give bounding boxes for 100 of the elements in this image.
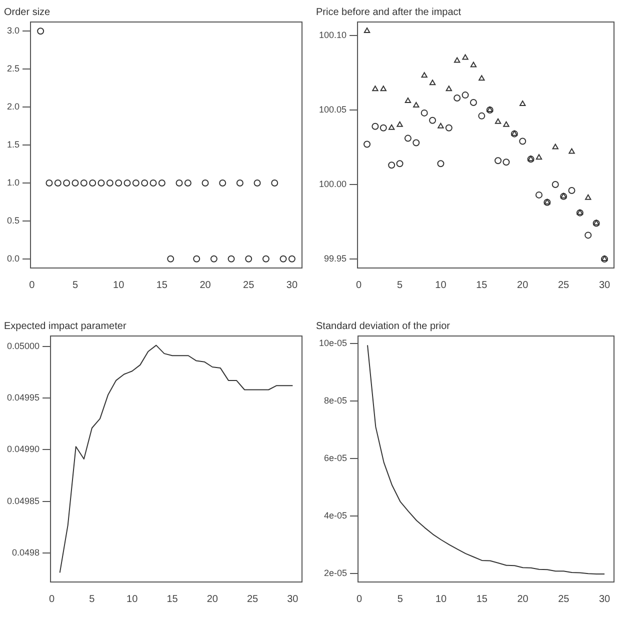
point	[364, 27, 370, 33]
x-tick-label: 0	[49, 594, 56, 605]
y-tick-label: 4e-05	[324, 510, 348, 520]
y-tick-label: 0.0498	[12, 548, 40, 558]
x-tick-label: 20	[517, 594, 529, 605]
point	[388, 162, 396, 169]
y-tick-label: 0.0	[6, 253, 20, 264]
y-tick-label: 10e-05	[318, 338, 348, 348]
x-tick-label: 0	[356, 594, 363, 605]
y-tick-label: 1.5	[6, 139, 20, 150]
point	[552, 144, 558, 150]
point	[193, 255, 200, 262]
point	[429, 116, 436, 124]
point	[462, 54, 468, 60]
point	[176, 179, 183, 186]
point	[478, 75, 485, 81]
y-tick-label: 2e-05	[324, 568, 348, 578]
x-tick-label: 10	[113, 280, 125, 291]
y-tick-label: 0.05000	[6, 340, 40, 351]
point	[404, 134, 412, 142]
point	[585, 194, 592, 200]
x-tick-label: 10	[435, 280, 447, 291]
point	[167, 255, 174, 262]
chart-title: Price before and after the impact	[316, 6, 462, 18]
x-tick-label: 5	[397, 594, 404, 605]
x-tick-label: 25	[558, 280, 570, 291]
y-tick-label: 2.0	[6, 102, 20, 112]
point	[132, 179, 140, 186]
point	[115, 179, 122, 186]
x-tick-label: 30	[598, 594, 611, 605]
point	[219, 179, 226, 186]
point	[372, 122, 379, 130]
x-tick-label: 15	[476, 280, 488, 291]
point	[462, 92, 469, 99]
y-tick-label: 100.00	[318, 178, 347, 189]
point	[584, 232, 592, 239]
point	[552, 181, 559, 188]
y-tick-label: 0.5	[6, 215, 20, 226]
y-tick-label: 3.0	[6, 26, 20, 36]
chart-title: Standard deviation of the prior	[316, 320, 451, 332]
point	[503, 121, 510, 127]
x-tick-label: 10	[436, 594, 448, 605]
x-tick-label: 0	[356, 280, 362, 291]
point	[280, 255, 287, 262]
point	[202, 179, 209, 186]
y-tick-label: 6e-05	[324, 452, 348, 463]
point	[245, 255, 252, 262]
point	[413, 102, 420, 108]
point	[37, 28, 44, 35]
point	[568, 186, 576, 194]
point	[494, 118, 502, 124]
point	[470, 99, 477, 106]
point	[254, 179, 261, 186]
point	[446, 86, 452, 92]
point	[470, 62, 477, 68]
x-tick-label: 20	[517, 280, 529, 291]
x-tick-label: 15	[166, 594, 178, 605]
point	[568, 148, 575, 154]
chart-title: Order size	[4, 6, 51, 18]
x-tick-label: 5	[397, 280, 403, 291]
point	[396, 121, 403, 127]
point	[454, 94, 461, 102]
y-tick-label: 8e-05	[324, 395, 348, 406]
point	[478, 112, 486, 120]
y-tick-label: 99.95	[324, 254, 347, 264]
y-tick-label: 0.04985	[6, 496, 40, 506]
y-tick-label: 1.0	[6, 177, 20, 188]
point	[429, 80, 436, 86]
point	[502, 158, 510, 166]
x-tick-label: 20	[200, 280, 212, 291]
x-tick-label: 30	[598, 280, 610, 291]
point	[454, 57, 460, 63]
point	[420, 109, 428, 116]
point	[372, 86, 378, 92]
point	[63, 179, 70, 186]
point	[72, 179, 79, 186]
point	[536, 154, 542, 160]
point	[519, 138, 526, 145]
x-tick-label: 5	[72, 280, 78, 291]
point	[236, 179, 244, 186]
x-tick-label: 25	[243, 280, 255, 291]
point	[396, 160, 404, 168]
point	[364, 140, 371, 148]
point	[438, 122, 444, 128]
point	[98, 179, 105, 186]
y-tick-label: 2.5	[6, 64, 20, 74]
chart-title: Expected impact parameter	[4, 320, 127, 332]
x-tick-label: 5	[89, 594, 96, 605]
point	[421, 72, 428, 78]
x-tick-label: 15	[476, 594, 488, 605]
point	[141, 179, 148, 186]
point	[388, 124, 395, 130]
x-tick-label: 25	[558, 594, 570, 605]
x-tick-label: 20	[206, 594, 218, 605]
point	[89, 179, 96, 186]
point	[271, 179, 278, 186]
x-tick-label: 30	[286, 280, 298, 291]
point	[494, 157, 502, 164]
point	[158, 179, 166, 186]
point	[380, 86, 386, 92]
